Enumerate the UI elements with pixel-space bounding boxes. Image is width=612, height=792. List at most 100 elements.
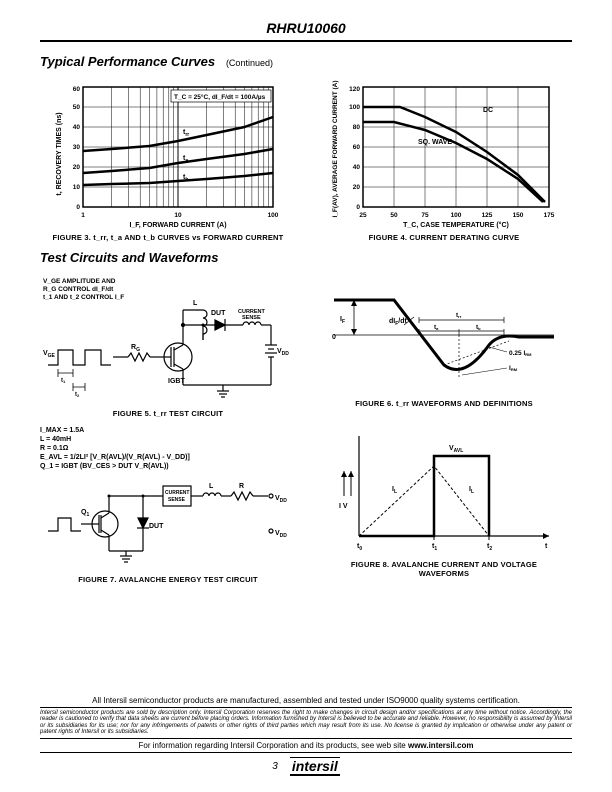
svg-text:50: 50 [390,212,398,219]
svg-text:1: 1 [81,212,85,219]
svg-text:20: 20 [353,184,361,191]
fig4-ylabel: I_F(AV), AVERAGE FORWARD CURRENT (A) [332,81,339,218]
figure-5-panel: V_GE AMPLITUDE AND R_G CONTROL dI_F/dt t… [40,275,296,418]
figure-7-panel: I_MAX = 1.5A L = 40mH R = 0.1Ω E_AVL = 1… [40,426,296,584]
svg-text:10: 10 [73,184,81,191]
svg-text:125: 125 [482,212,493,219]
svg-text:40: 40 [353,164,361,171]
svg-text:175: 175 [544,212,555,219]
svg-text:tb: tb [476,324,481,331]
svg-text:SENSE: SENSE [242,315,261,321]
svg-text:120: 120 [349,86,360,93]
svg-text:t1: t1 [61,378,66,384]
svg-text:IF: IF [340,316,345,325]
fig3-annotation: T_C = 25°C, dI_F/dt = 100A/µs [174,93,266,101]
svg-text:R_G CONTROL dI_F/dt: R_G CONTROL dI_F/dt [43,286,114,293]
svg-text:100: 100 [268,212,279,219]
figure-6-waveform: 0 IF dIF/dt ta tb trr [324,275,564,395]
footer-page: 3 intersil [40,757,572,776]
svg-text:t: t [545,543,548,550]
svg-text:t1: t1 [432,543,437,552]
figure-7-caption: FIGURE 7. AVALANCHE ENERGY TEST CIRCUIT [78,575,258,584]
svg-text:IL: IL [392,486,397,495]
footer-fine-print: Intersil semiconductor products are sold… [40,710,572,736]
svg-text:DUT: DUT [211,310,226,317]
footer-cert: All Intersil semiconductor products are … [40,696,572,705]
svg-text:80: 80 [353,124,361,131]
svg-text:CURRENT: CURRENT [165,490,189,496]
svg-text:IRM: IRM [509,365,518,372]
svg-text:IL: IL [469,486,474,495]
svg-text:t0: t0 [357,543,362,552]
header-rule [40,40,572,42]
figure-6-caption: FIGURE 6. t_rr WAVEFORMS AND DEFINITIONS [355,399,533,408]
svg-text:0: 0 [332,334,336,341]
section-title-text: Typical Performance Curves [40,54,215,69]
svg-text:40: 40 [73,124,81,131]
figure-5-caption: FIGURE 5. t_rr TEST CIRCUIT [113,409,223,418]
svg-text:60: 60 [73,86,81,93]
svg-text:t2: t2 [75,392,80,398]
svg-text:dIF/dt: dIF/dt [389,318,408,327]
fig4-xlabel: T_C, CASE TEMPERATURE (°C) [403,221,509,229]
fig3-ylabel: t, RECOVERY TIMES (ns) [56,112,63,195]
figure-4-panel: DC SQ. WAVE 02040 6080100120 255075 1001… [316,79,572,242]
fig3-xlabel: I_F, FORWARD CURRENT (A) [129,222,226,229]
svg-text:75: 75 [421,212,429,219]
svg-text:L: L [193,300,198,307]
figure-4-caption: FIGURE 4. CURRENT DERATING CURVE [369,233,520,242]
page-number: 3 [272,761,278,772]
figure-3-caption: FIGURE 3. t_rr, t_a AND t_b CURVES vs FO… [53,233,284,242]
svg-text:10: 10 [174,212,182,219]
part-number-heading: RHRU10060 [40,20,572,36]
svg-text:VDD: VDD [275,530,287,539]
footer-url: For information regarding Intersil Corpo… [40,741,572,750]
svg-text:Q1: Q1 [81,509,89,518]
svg-text:RG: RG [131,344,140,353]
svg-text:60: 60 [353,144,361,151]
figure-6-panel: 0 IF dIF/dt ta tb trr [316,275,572,418]
svg-text:trr: trr [456,312,462,319]
svg-text:25: 25 [359,212,367,219]
svg-text:VDD: VDD [275,495,287,504]
continued-text: (Continued) [226,58,273,68]
section-typical-curves: Typical Performance Curves (Continued) [40,54,572,69]
svg-text:100: 100 [349,104,360,111]
fig7-param-0: I_MAX = 1.5A [40,426,190,435]
svg-text:t_1 AND t_2 CONTROL I_F: t_1 AND t_2 CONTROL I_F [43,294,124,301]
svg-text:100: 100 [451,212,462,219]
svg-text:VGE: VGE [43,350,56,359]
svg-text:t2: t2 [487,543,492,552]
section-test-circuits: Test Circuits and Waveforms [40,250,572,265]
svg-text:L: L [209,483,214,490]
figure-4-chart: DC SQ. WAVE 02040 6080100120 255075 1001… [329,79,559,229]
svg-text:30: 30 [73,144,81,151]
svg-text:VAVL: VAVL [449,445,463,454]
svg-text:IGBT: IGBT [168,378,185,385]
svg-text:I V: I V [339,503,348,510]
fig7-param-3: E_AVL = 1/2LI² [V_R(AVL)/(V_R(AVL) - V_D… [40,453,190,462]
svg-text:150: 150 [513,212,524,219]
figure-3-panel: T_C = 25°C, dI_F/dt = 100A/µs trr ta tb … [40,79,296,242]
figure-5-circuit: V_GE AMPLITUDE AND R_G CONTROL dI_F/dt t… [43,275,293,405]
figure-8-caption: FIGURE 8. AVALANCHE CURRENT AND VOLTAGE … [344,560,544,578]
svg-text:V_GE AMPLITUDE AND: V_GE AMPLITUDE AND [43,278,116,285]
figure-8-waveform: I V VAVL IL IL t0 t1 t2 t [324,426,564,556]
svg-text:VDD: VDD [277,348,289,357]
svg-text:R: R [239,483,244,490]
intersil-logo: intersil [290,757,340,776]
figure-8-panel: I V VAVL IL IL t0 t1 t2 t FIGURE 8. AVAL… [316,426,572,584]
svg-text:20: 20 [73,164,81,171]
svg-text:ta: ta [434,324,439,331]
page-footer: All Intersil semiconductor products are … [40,696,572,776]
figure-3-chart: T_C = 25°C, dI_F/dt = 100A/µs trr ta tb … [53,79,283,229]
figure-7-circuit: Q1 DUT CURRENT SENSE L R [43,471,293,571]
svg-text:SENSE: SENSE [168,497,186,503]
svg-text:SQ. WAVE: SQ. WAVE [418,139,452,146]
svg-text:0.25 IRM: 0.25 IRM [509,350,532,357]
fig7-params: I_MAX = 1.5A L = 40mH R = 0.1Ω E_AVL = 1… [40,426,190,471]
fig7-param-4: Q_1 = IGBT (BV_CES > DUT V_R(AVL)) [40,462,190,471]
fig7-param-1: L = 40mH [40,435,190,444]
fig7-param-2: R = 0.1Ω [40,444,190,453]
svg-text:DUT: DUT [149,523,164,530]
